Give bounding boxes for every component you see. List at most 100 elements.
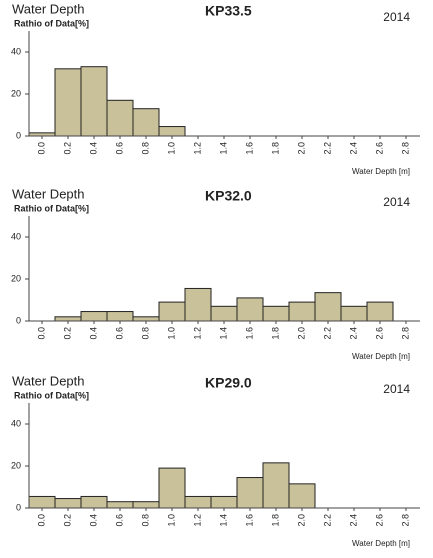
year-label: 2014 bbox=[383, 10, 410, 24]
x-tick-label: 1.0 bbox=[166, 514, 176, 527]
x-tick-label: 0.4 bbox=[88, 327, 98, 340]
bar bbox=[106, 501, 134, 509]
x-tick-label: 0.6 bbox=[114, 142, 124, 155]
year-label: 2014 bbox=[383, 382, 410, 396]
x-tick-label: 0.2 bbox=[62, 327, 72, 340]
x-tick-label: 1.4 bbox=[218, 327, 228, 340]
x-axis-label: Water Depth [m] bbox=[352, 352, 410, 361]
chart-title: KP29.0 bbox=[205, 375, 252, 391]
x-tick-label: 0.8 bbox=[140, 327, 150, 340]
x-tick-label: 0.8 bbox=[140, 142, 150, 155]
bar bbox=[236, 297, 264, 322]
bar bbox=[262, 305, 290, 322]
y-tick-label: 20 bbox=[11, 460, 21, 470]
x-tick-label: 0.0 bbox=[36, 514, 46, 527]
chart-title: KP32.0 bbox=[205, 188, 252, 204]
x-tick-label: 0.4 bbox=[88, 514, 98, 527]
x-tick-label: 1.2 bbox=[192, 514, 202, 527]
x-tick-label: 1.0 bbox=[166, 142, 176, 155]
x-tick-label: 0.6 bbox=[114, 514, 124, 527]
bar bbox=[80, 311, 108, 322]
x-tick-label: 1.8 bbox=[270, 142, 280, 155]
bar bbox=[288, 483, 316, 509]
header: Water Depth bbox=[12, 1, 85, 16]
x-tick-label: 0.0 bbox=[36, 327, 46, 340]
y-tick-label: 40 bbox=[11, 231, 21, 241]
header: Water Depth bbox=[12, 373, 85, 388]
bar bbox=[262, 462, 290, 509]
bar bbox=[132, 501, 160, 509]
x-tick-label: 1.2 bbox=[192, 327, 202, 340]
bar bbox=[106, 311, 134, 322]
x-tick-label: 0.2 bbox=[62, 142, 72, 155]
x-tick-label: 1.4 bbox=[218, 514, 228, 527]
x-tick-label: 0.4 bbox=[88, 142, 98, 155]
x-tick-label: 0.8 bbox=[140, 514, 150, 527]
y-axis-label: Rathio of Data[%] bbox=[14, 18, 89, 28]
x-axis-label: Water Depth [m] bbox=[352, 539, 410, 548]
x-tick-label: 2.0 bbox=[296, 142, 306, 155]
x-tick-label: 1.4 bbox=[218, 142, 228, 155]
bar bbox=[80, 66, 108, 137]
bar bbox=[158, 126, 186, 137]
x-tick-label: 1.6 bbox=[244, 142, 254, 155]
y-tick-label: 0 bbox=[16, 315, 21, 325]
chart-panel: Water Depth Rathio of Data[%] KP33.5 2014 Wa… bbox=[11, 1, 420, 176]
x-tick-label: 2.8 bbox=[400, 514, 410, 527]
y-tick-label: 40 bbox=[11, 46, 21, 56]
x-tick-label: 1.6 bbox=[244, 327, 254, 340]
y-tick-label: 40 bbox=[11, 418, 21, 428]
bar bbox=[210, 495, 238, 509]
y-tick-label: 20 bbox=[11, 273, 21, 283]
y-tick-label: 20 bbox=[11, 88, 21, 98]
y-tick-label: 0 bbox=[16, 130, 21, 140]
x-axis-label: Water Depth [m] bbox=[352, 167, 410, 176]
chart-panel: Water Depth Rathio of Data[%] KP29.0 2014 Wa… bbox=[11, 373, 420, 548]
x-tick-label: 1.8 bbox=[270, 327, 280, 340]
bar bbox=[106, 99, 134, 137]
x-tick-label: 2.6 bbox=[374, 327, 384, 340]
x-tick-label: 0.2 bbox=[62, 514, 72, 527]
chart-panel: Water Depth Rathio of Data[%] KP32.0 2014 Wa… bbox=[11, 186, 420, 361]
x-tick-label: 2.6 bbox=[374, 142, 384, 155]
x-tick-label: 2.0 bbox=[296, 327, 306, 340]
x-tick-label: 2.2 bbox=[322, 514, 332, 527]
x-tick-label: 1.8 bbox=[270, 514, 280, 527]
bar bbox=[132, 316, 160, 322]
bar bbox=[210, 305, 238, 322]
year-label: 2014 bbox=[383, 195, 410, 209]
bar bbox=[184, 495, 212, 509]
x-tick-label: 2.6 bbox=[374, 514, 384, 527]
bar bbox=[314, 292, 342, 322]
bar bbox=[184, 287, 212, 322]
bar bbox=[54, 316, 82, 322]
chart-title: KP33.5 bbox=[205, 3, 252, 19]
x-tick-label: 2.2 bbox=[322, 142, 332, 155]
x-tick-label: 0.0 bbox=[36, 142, 46, 155]
bar bbox=[236, 477, 264, 509]
bar bbox=[366, 301, 394, 322]
bar bbox=[54, 498, 82, 509]
x-tick-label: 2.4 bbox=[348, 514, 358, 527]
bar bbox=[158, 301, 186, 322]
bar bbox=[288, 301, 316, 322]
bar bbox=[54, 68, 82, 137]
x-tick-label: 2.8 bbox=[400, 327, 410, 340]
y-axis-label: Rathio of Data[%] bbox=[14, 203, 89, 213]
x-tick-label: 1.2 bbox=[192, 142, 202, 155]
x-tick-label: 1.0 bbox=[166, 327, 176, 340]
y-tick-label: 0 bbox=[16, 502, 21, 512]
y-axis-label: Rathio of Data[%] bbox=[14, 390, 89, 400]
x-tick-label: 0.6 bbox=[114, 327, 124, 340]
header: Water Depth bbox=[12, 186, 85, 201]
bar bbox=[340, 305, 368, 322]
x-tick-label: 2.0 bbox=[296, 514, 306, 527]
bar bbox=[158, 467, 186, 509]
x-tick-label: 2.2 bbox=[322, 327, 332, 340]
x-tick-label: 2.4 bbox=[348, 142, 358, 155]
x-tick-label: 2.4 bbox=[348, 327, 358, 340]
bar bbox=[80, 495, 108, 509]
x-tick-label: 1.6 bbox=[244, 514, 254, 527]
bar bbox=[28, 495, 56, 509]
